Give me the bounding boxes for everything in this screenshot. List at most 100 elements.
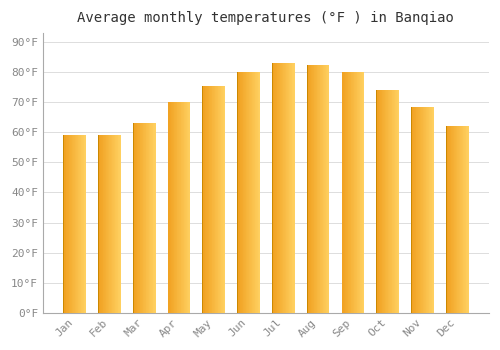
Bar (432, 107, 433, 313)
Bar (105, 135, 106, 313)
Bar (281, 63, 282, 313)
Bar (288, 63, 290, 313)
Bar (174, 102, 175, 313)
Bar (430, 107, 431, 313)
Bar (218, 86, 219, 313)
Bar (242, 72, 244, 313)
Bar (251, 72, 252, 313)
Bar (360, 72, 361, 313)
Bar (274, 63, 275, 313)
Bar (185, 102, 186, 313)
Bar (422, 107, 424, 313)
Bar (293, 63, 294, 313)
Bar (276, 63, 278, 313)
Bar (391, 90, 392, 313)
Bar (420, 107, 421, 313)
Bar (324, 65, 325, 313)
Bar (168, 102, 169, 313)
Bar (216, 86, 217, 313)
Bar (148, 123, 150, 313)
Bar (355, 72, 356, 313)
Bar (382, 90, 383, 313)
Bar (321, 65, 322, 313)
Bar (180, 102, 182, 313)
Bar (119, 135, 120, 313)
Bar (83, 135, 84, 313)
Bar (238, 72, 239, 313)
Bar (349, 72, 350, 313)
Bar (66, 135, 67, 313)
Bar (386, 90, 387, 313)
Bar (453, 126, 454, 313)
Bar (426, 107, 427, 313)
Bar (252, 72, 253, 313)
Bar (182, 102, 183, 313)
Bar (175, 102, 176, 313)
Bar (113, 135, 114, 313)
Bar (74, 135, 76, 313)
Bar (63, 135, 64, 313)
Bar (462, 126, 464, 313)
Bar (173, 102, 174, 313)
Bar (151, 123, 152, 313)
Bar (65, 135, 66, 313)
Bar (384, 90, 386, 313)
Bar (325, 65, 326, 313)
Bar (220, 86, 222, 313)
Bar (354, 72, 355, 313)
Bar (138, 123, 139, 313)
Bar (253, 72, 254, 313)
Bar (202, 86, 203, 313)
Bar (98, 135, 99, 313)
Bar (207, 86, 208, 313)
Bar (319, 65, 320, 313)
Bar (219, 86, 220, 313)
Bar (292, 63, 293, 313)
Bar (417, 107, 418, 313)
Bar (393, 90, 394, 313)
Bar (208, 86, 210, 313)
Bar (152, 123, 154, 313)
Bar (377, 90, 378, 313)
Bar (381, 90, 382, 313)
Bar (396, 90, 397, 313)
Bar (309, 65, 310, 313)
Bar (176, 102, 178, 313)
Bar (240, 72, 241, 313)
Bar (141, 123, 142, 313)
Bar (455, 126, 456, 313)
Bar (326, 65, 327, 313)
Bar (178, 102, 179, 313)
Bar (259, 72, 260, 313)
Bar (419, 107, 420, 313)
Bar (210, 86, 211, 313)
Bar (388, 90, 389, 313)
Bar (272, 63, 273, 313)
Bar (460, 126, 461, 313)
Bar (169, 102, 170, 313)
Bar (414, 107, 415, 313)
Bar (99, 135, 100, 313)
Bar (447, 126, 448, 313)
Bar (286, 63, 287, 313)
Bar (135, 123, 136, 313)
Bar (116, 135, 117, 313)
Bar (77, 135, 78, 313)
Bar (380, 90, 381, 313)
Bar (387, 90, 388, 313)
Bar (307, 65, 308, 313)
Bar (361, 72, 362, 313)
Bar (211, 86, 212, 313)
Bar (82, 135, 83, 313)
Bar (186, 102, 188, 313)
Bar (247, 72, 248, 313)
Bar (356, 72, 358, 313)
Bar (222, 86, 223, 313)
Bar (204, 86, 206, 313)
Bar (359, 72, 360, 313)
Bar (239, 72, 240, 313)
Bar (246, 72, 247, 313)
Bar (282, 63, 284, 313)
Bar (315, 65, 316, 313)
Bar (144, 123, 145, 313)
